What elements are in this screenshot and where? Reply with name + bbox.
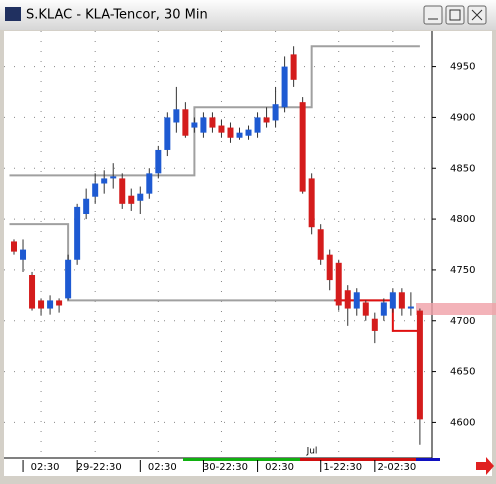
candle-body <box>290 54 297 80</box>
candle-body <box>38 300 45 309</box>
level-line <box>9 45 420 177</box>
x-tick-label: 30-22:30 <box>203 462 248 473</box>
candle-body <box>272 104 279 121</box>
candle-body <box>83 198 90 214</box>
candle-body <box>65 259 72 299</box>
maximize-button[interactable] <box>445 5 465 25</box>
y-tick-label: 4850 <box>450 163 475 174</box>
candle-body <box>335 262 342 306</box>
x-tick-label: 02:30 <box>31 462 60 473</box>
candle-body <box>317 229 324 260</box>
candle-body <box>200 117 207 133</box>
session-bar <box>416 458 440 461</box>
candle-body <box>29 275 36 309</box>
candle-body <box>299 102 306 192</box>
y-tick-label: 4600 <box>450 417 475 428</box>
y-tick-label: 4650 <box>450 367 475 378</box>
x-tick-label: 02:30 <box>148 462 177 473</box>
y-tick-label: 4750 <box>450 265 475 276</box>
candle-body <box>416 310 423 420</box>
y-tick-label: 4700 <box>450 316 475 327</box>
candle-body <box>191 122 198 128</box>
x-tick-label: 1-22:30 <box>323 462 362 473</box>
y-tick-label: 4800 <box>450 214 475 225</box>
candle-body <box>236 132 243 138</box>
candle-body <box>227 127 234 138</box>
chart-background <box>4 31 492 476</box>
x-tick-label: 2-02:30 <box>377 462 416 473</box>
app-icon <box>5 7 21 21</box>
candle-body <box>128 195 135 204</box>
candle-body <box>101 178 108 184</box>
y-tick-label: 4900 <box>450 112 475 123</box>
candle-body <box>245 129 252 136</box>
x-tick-label: 29-22:30 <box>77 462 122 473</box>
candle-body <box>146 173 153 194</box>
candle-body <box>344 290 351 309</box>
candle-body <box>362 302 369 316</box>
candle-body <box>353 292 360 309</box>
candle-body <box>119 178 126 204</box>
candle-body <box>47 300 54 309</box>
y-tick-label: 4950 <box>450 62 475 73</box>
candle-body <box>155 149 162 174</box>
candle-body <box>20 249 27 260</box>
session-bar <box>300 458 416 461</box>
annotation: Jul <box>306 447 318 457</box>
candle-body <box>326 254 333 281</box>
x-tick-label: 02:30 <box>265 462 294 473</box>
candle-body <box>308 178 315 228</box>
candle-body <box>389 292 396 309</box>
candle-body <box>11 241 17 252</box>
candle-body <box>218 125 225 133</box>
price-marker <box>416 303 496 315</box>
button-glyphs <box>428 9 483 21</box>
minimize-button[interactable] <box>423 5 443 25</box>
candle-body <box>380 302 387 316</box>
candle-body <box>281 66 288 108</box>
candle-body <box>371 318 378 331</box>
title-bar <box>0 0 496 30</box>
candle-body <box>74 206 81 260</box>
candle-body <box>92 183 99 197</box>
session-bar <box>183 458 300 461</box>
candle-body <box>56 300 63 306</box>
candle-body <box>254 117 261 133</box>
candle-body <box>398 292 405 309</box>
candle-body <box>407 306 414 309</box>
scroll-arrow[interactable] <box>476 457 494 475</box>
level-line <box>9 223 384 302</box>
window-title: S.KLAC - KLA-Tencor, 30 Min <box>26 8 208 23</box>
candle-body <box>164 117 171 150</box>
candle-body <box>263 117 270 123</box>
candle-body <box>209 117 216 128</box>
candle-body <box>173 109 180 123</box>
candle-body <box>182 109 189 136</box>
candle-body <box>110 176 117 179</box>
candle-body <box>137 193 144 201</box>
